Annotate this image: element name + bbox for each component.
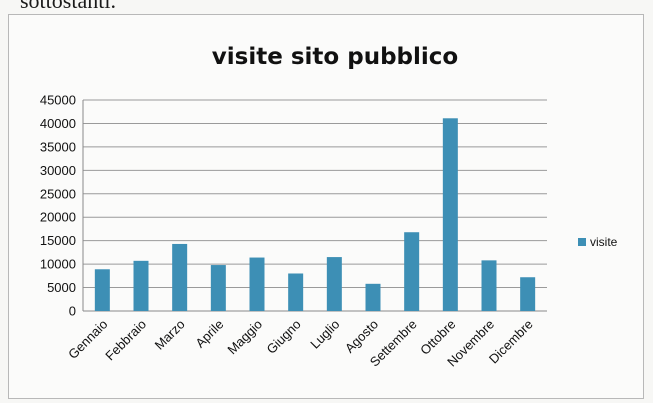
y-tick-label: 40000 <box>40 116 76 131</box>
x-tick-label: Aprile <box>192 317 226 351</box>
y-tick-label: 0 <box>69 304 76 319</box>
grid-lines <box>82 99 547 312</box>
bar-gennaio <box>94 269 110 311</box>
y-tick-label: 15000 <box>40 233 76 248</box>
y-axis-ticks: 0 5000 10000 15000 20000 25000 30000 35000 40000… <box>40 93 76 319</box>
bar-aprile <box>210 265 226 311</box>
y-tick-label: 35000 <box>40 139 76 154</box>
bar-dicembre <box>520 277 536 311</box>
bar-settembre <box>404 232 420 311</box>
x-tick-label: Marzo <box>152 317 188 353</box>
x-tick-label: Febbraio <box>102 317 149 364</box>
bars <box>94 118 536 311</box>
x-tick-label: Luglio <box>307 317 342 352</box>
document-caption-text: sottostanti. <box>20 0 116 13</box>
chart-frame <box>8 14 644 399</box>
chart-title: visite sito pubblico <box>212 44 458 70</box>
legend-label: visite <box>590 235 618 249</box>
y-tick-label: 20000 <box>40 210 76 225</box>
y-tick-label: 30000 <box>40 163 76 178</box>
y-tick-label: 5000 <box>47 280 76 295</box>
legend-swatch <box>578 238 586 246</box>
y-tick-label: 25000 <box>40 186 76 201</box>
bar-luglio <box>326 257 342 311</box>
bar-agosto <box>365 283 381 311</box>
bar-ottobre <box>442 118 458 311</box>
y-tick-label: 10000 <box>40 257 76 272</box>
bar-giugno <box>288 273 304 311</box>
x-tick-label: Maggio <box>224 317 265 358</box>
legend: visite <box>578 235 618 249</box>
bar-febbraio <box>133 260 149 311</box>
bar-novembre <box>481 260 497 311</box>
bar-marzo <box>172 243 188 311</box>
x-tick-label: Giugno <box>264 317 304 357</box>
y-tick-label: 45000 <box>40 93 76 108</box>
bar-maggio <box>249 257 265 311</box>
